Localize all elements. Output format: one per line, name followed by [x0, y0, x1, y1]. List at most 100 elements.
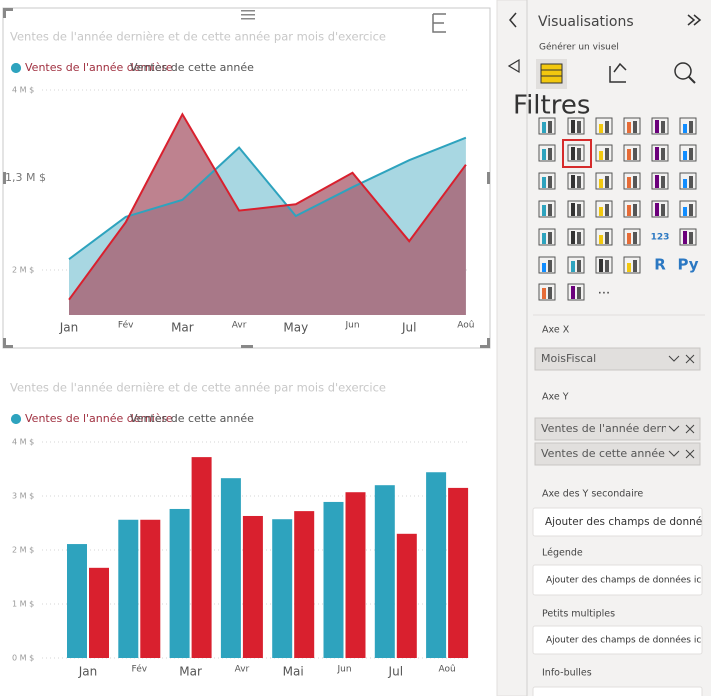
selected-viz[interactable]: [562, 139, 592, 168]
y-tick-label: 2 M $: [12, 266, 34, 275]
well-label: Axe Y: [542, 392, 569, 403]
drop-placeholder: Ajouter des champs de données ici: [545, 516, 711, 528]
viz-icon-accent: [542, 233, 546, 244]
viz-icon[interactable]: [567, 172, 585, 190]
viz-icon-accent: [571, 147, 575, 160]
viz-icon-accent: [683, 124, 687, 133]
viz-icon-accent: [627, 149, 631, 160]
y-tick-label: 2 M $: [12, 546, 34, 555]
drop-zone[interactable]: [532, 507, 703, 537]
x-tick-label: Aoû: [457, 321, 474, 331]
well-label: Légende: [542, 548, 583, 559]
field-chevron[interactable]: [668, 450, 680, 457]
more-visuals[interactable]: ...: [598, 283, 610, 298]
viz-icon[interactable]: [623, 200, 641, 218]
expand-icon[interactable]: [687, 14, 702, 26]
viz-icon[interactable]: [679, 172, 697, 190]
viz-icon[interactable]: [623, 144, 641, 162]
viz-icon[interactable]: [651, 144, 669, 162]
viz-icon-accent: [571, 120, 575, 133]
drop-zone[interactable]: [532, 686, 703, 696]
viz-icon[interactable]: [567, 228, 585, 246]
line: [68, 136, 467, 261]
viz-icon[interactable]: [538, 200, 556, 218]
viz-icon[interactable]: [567, 117, 585, 135]
viz-icon-accent: [542, 149, 546, 160]
drop-zone[interactable]: [532, 564, 703, 596]
analytics-tab[interactable]: [674, 62, 696, 84]
viz-icon[interactable]: [623, 172, 641, 190]
field-chevron[interactable]: [668, 425, 680, 432]
viz-icon[interactable]: [567, 283, 585, 301]
field-pill[interactable]: [534, 442, 701, 466]
viz-icon[interactable]: [595, 117, 613, 135]
collapse-icon[interactable]: [509, 12, 517, 28]
x-tick-label: Jun: [336, 665, 351, 675]
field-remove[interactable]: [685, 449, 695, 459]
filter-icon[interactable]: [507, 58, 520, 74]
focus-icon[interactable]: [432, 13, 446, 33]
filters-tooltip: Filtres: [513, 91, 590, 121]
field-remove[interactable]: [685, 354, 695, 364]
viz-icon[interactable]: [538, 228, 556, 246]
viz-icon[interactable]: [651, 172, 669, 190]
viz-icon[interactable]: [567, 200, 585, 218]
viz-icon[interactable]: [595, 256, 613, 274]
field-remove[interactable]: [685, 424, 695, 434]
viz-icon-accent: [571, 286, 575, 299]
field-pill[interactable]: [534, 417, 701, 441]
bar: [140, 519, 161, 658]
well-label: Info-bulles: [542, 668, 592, 679]
drop-zone[interactable]: [532, 625, 703, 655]
viz-icon[interactable]: [595, 228, 613, 246]
viz-icon-label[interactable]: 123: [651, 233, 670, 243]
viz-icon-accent: [599, 207, 603, 216]
viz-icon[interactable]: [595, 144, 613, 162]
viz-icon-accent: [655, 203, 659, 216]
viz-icon[interactable]: [538, 172, 556, 190]
y-tick-label: 3 M $: [12, 492, 34, 501]
viz-icon[interactable]: [679, 228, 697, 246]
viz-icon-accent: [548, 287, 552, 299]
viz-icon-label[interactable]: Py: [677, 256, 698, 274]
resize-handles: [3, 8, 490, 348]
viz-icon[interactable]: [651, 200, 669, 218]
viz-icon[interactable]: [679, 117, 697, 135]
viz-icon[interactable]: [538, 117, 556, 135]
viz-icon-accent: [633, 148, 637, 160]
viz-icon[interactable]: [679, 200, 697, 218]
viz-icon[interactable]: [538, 283, 556, 301]
viz-icon[interactable]: [538, 144, 556, 162]
viz-icon-accent: [661, 121, 665, 133]
viz-icon-accent: [605, 148, 609, 160]
bar: [220, 478, 241, 658]
x-tick-label: Mai: [283, 665, 304, 679]
field-name: Ventes de cette année: [541, 447, 665, 460]
viz-icon[interactable]: [679, 144, 697, 162]
viz-icon-accent: [689, 232, 693, 244]
field-chevron[interactable]: [668, 355, 680, 362]
viz-icon-accent: [548, 121, 552, 133]
viz-icon[interactable]: [623, 117, 641, 135]
viz-icon-accent: [683, 207, 687, 216]
viz-icon[interactable]: [623, 228, 641, 246]
viz-icon[interactable]: [567, 256, 585, 274]
viz-icon[interactable]: [623, 256, 641, 274]
chart-title: Ventes de l'année dernière et de cette a…: [10, 30, 386, 44]
viz-icon-accent: [577, 121, 581, 133]
axis-annotation: 1,3 M $: [5, 171, 46, 184]
viz-icon-accent: [655, 147, 659, 160]
chart-title: Ventes de l'année dernière et de cette a…: [10, 381, 386, 395]
viz-icon-accent: [599, 124, 603, 133]
viz-icon[interactable]: [538, 256, 556, 274]
x-tick-label: Aoû: [438, 665, 455, 675]
field-pill[interactable]: [534, 347, 701, 371]
viz-icon-accent: [633, 204, 637, 216]
viz-icon[interactable]: [595, 200, 613, 218]
viz-icon[interactable]: [567, 144, 585, 162]
viz-icon[interactable]: [651, 117, 669, 135]
viz-icon[interactable]: [595, 172, 613, 190]
viz-icon-label[interactable]: R: [654, 256, 666, 274]
format-tab[interactable]: [609, 62, 627, 83]
